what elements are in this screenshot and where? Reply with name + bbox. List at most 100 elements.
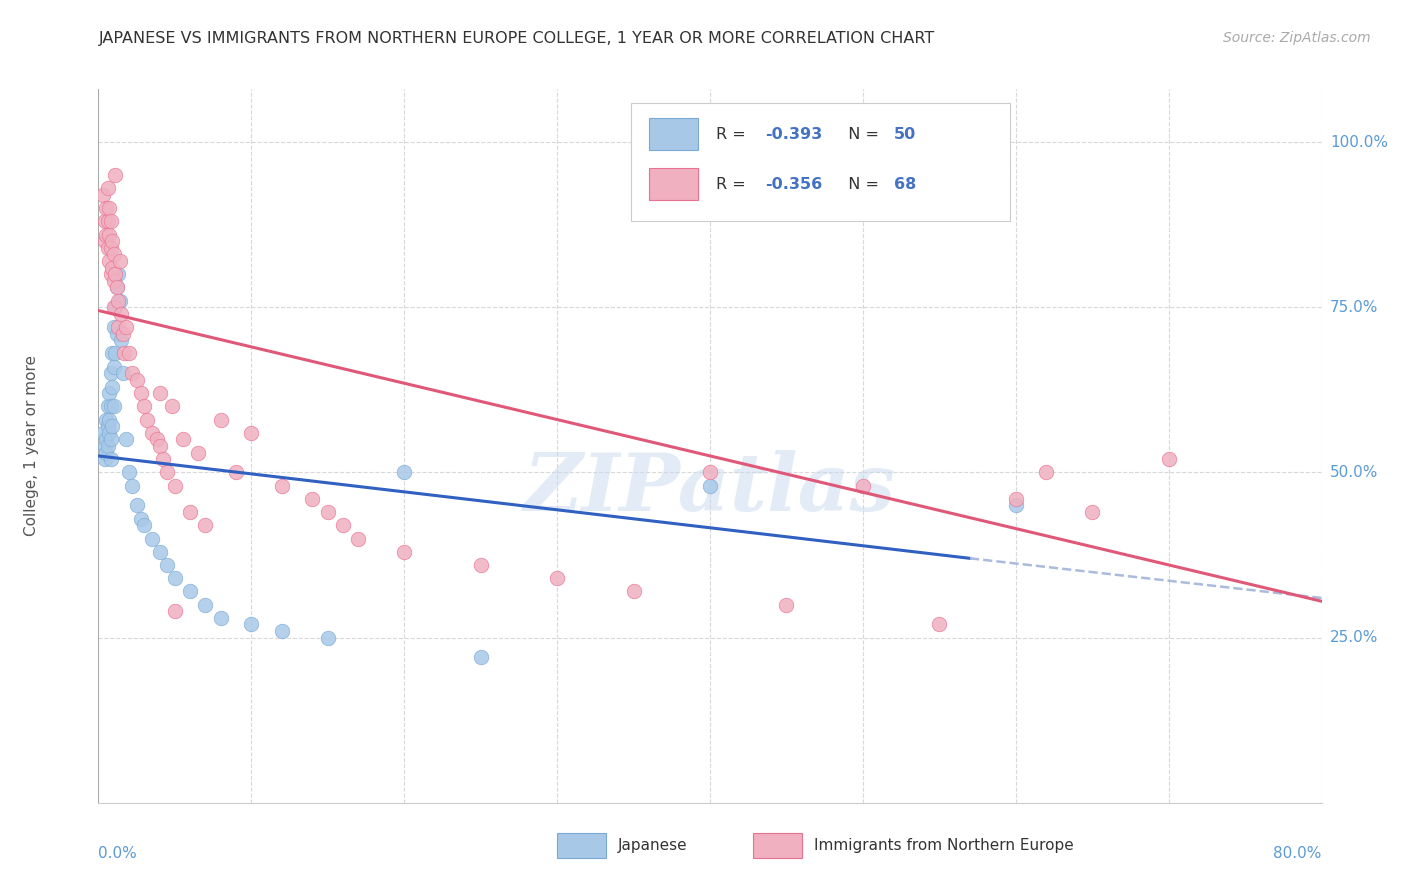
Point	[136, 412, 159, 426]
Point	[928, 617, 950, 632]
FancyBboxPatch shape	[557, 833, 606, 858]
Point	[149, 386, 172, 401]
Point	[98, 412, 121, 426]
Point	[101, 419, 124, 434]
Text: Japanese: Japanese	[619, 838, 688, 853]
Point	[111, 367, 134, 381]
Point	[100, 367, 122, 381]
Point	[97, 400, 120, 414]
Text: 100.0%: 100.0%	[1330, 135, 1388, 150]
Point	[98, 425, 121, 440]
Point	[1004, 491, 1026, 506]
Point	[101, 346, 124, 360]
Point	[115, 320, 138, 334]
Point	[110, 307, 132, 321]
Point	[623, 584, 645, 599]
Point	[103, 247, 125, 261]
Point	[100, 267, 122, 281]
Point	[134, 518, 156, 533]
Point	[1004, 499, 1026, 513]
Text: -0.356: -0.356	[765, 177, 823, 192]
Point	[332, 518, 354, 533]
Point	[301, 491, 323, 506]
Point	[107, 267, 129, 281]
Point	[1035, 466, 1057, 480]
Point	[97, 241, 120, 255]
Point	[546, 571, 568, 585]
Point	[392, 545, 416, 559]
Text: 0.0%: 0.0%	[98, 846, 138, 861]
Point	[194, 518, 217, 533]
Point	[107, 320, 129, 334]
Point	[98, 386, 121, 401]
Point	[392, 466, 416, 480]
Point	[104, 346, 127, 360]
Point	[100, 452, 122, 467]
Text: JAPANESE VS IMMIGRANTS FROM NORTHERN EUROPE COLLEGE, 1 YEAR OR MORE CORRELATION : JAPANESE VS IMMIGRANTS FROM NORTHERN EUR…	[98, 31, 935, 46]
Text: Source: ZipAtlas.com: Source: ZipAtlas.com	[1223, 31, 1371, 45]
Text: R =: R =	[716, 127, 751, 142]
Point	[163, 571, 186, 585]
Point	[103, 400, 125, 414]
Point	[156, 466, 179, 480]
Point	[179, 505, 201, 519]
Point	[91, 425, 114, 440]
Point	[111, 326, 134, 341]
FancyBboxPatch shape	[752, 833, 801, 858]
Point	[316, 505, 339, 519]
Text: 75.0%: 75.0%	[1330, 300, 1378, 315]
Point	[118, 466, 141, 480]
Point	[94, 433, 117, 447]
Point	[93, 214, 115, 228]
Point	[160, 400, 183, 414]
Text: N =: N =	[838, 177, 884, 192]
Text: 80.0%: 80.0%	[1274, 846, 1322, 861]
Point	[104, 168, 127, 182]
Point	[108, 293, 131, 308]
Point	[470, 558, 492, 572]
Point	[101, 234, 124, 248]
Point	[97, 214, 120, 228]
Point	[775, 598, 797, 612]
Point	[209, 412, 232, 426]
Point	[97, 181, 120, 195]
Point	[110, 333, 132, 347]
Point	[179, 584, 201, 599]
Point	[94, 227, 117, 242]
Point	[105, 280, 128, 294]
Point	[1081, 505, 1104, 519]
Point	[163, 478, 186, 492]
Point	[240, 617, 263, 632]
Point	[91, 188, 114, 202]
Point	[93, 439, 115, 453]
Point	[101, 260, 124, 275]
Point	[104, 300, 127, 314]
Point	[121, 478, 143, 492]
FancyBboxPatch shape	[630, 103, 1010, 221]
FancyBboxPatch shape	[648, 169, 697, 200]
Text: -0.393: -0.393	[765, 127, 823, 142]
Point	[187, 445, 209, 459]
Point	[141, 425, 163, 440]
Point	[100, 214, 122, 228]
Text: 68: 68	[894, 177, 915, 192]
Point	[112, 346, 135, 360]
Point	[225, 466, 247, 480]
Point	[100, 400, 122, 414]
Point	[94, 445, 117, 459]
Point	[103, 359, 125, 374]
Point	[98, 254, 121, 268]
Text: R =: R =	[716, 177, 751, 192]
Point	[93, 234, 115, 248]
Point	[100, 433, 122, 447]
FancyBboxPatch shape	[648, 119, 697, 150]
Point	[104, 267, 127, 281]
Point	[115, 433, 138, 447]
Point	[125, 373, 148, 387]
Point	[103, 320, 125, 334]
Point	[209, 611, 232, 625]
Point	[699, 466, 721, 480]
Point	[108, 254, 131, 268]
Point	[194, 598, 217, 612]
Point	[852, 478, 875, 492]
